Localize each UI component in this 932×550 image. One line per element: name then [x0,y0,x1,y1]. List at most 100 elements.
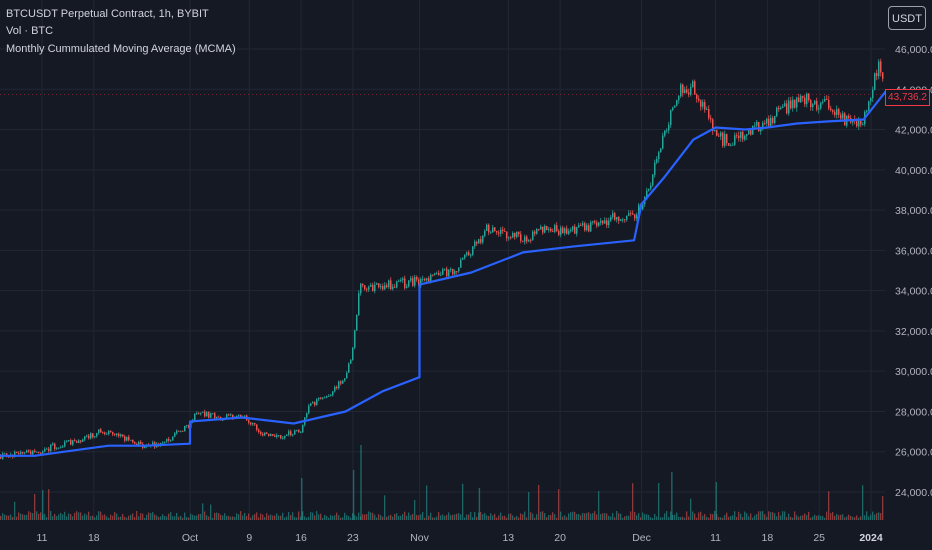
candle-body [374,284,376,292]
volume-bar [464,517,466,520]
volume-bar [148,512,150,520]
currency-button[interactable]: USDT [888,6,926,30]
candle-body [80,440,82,442]
x-tick-label: 11 [710,532,721,544]
volume-bar [12,517,14,520]
volume-bar [518,517,520,520]
candle-body [590,222,592,232]
volume-bar [338,515,340,520]
volume-bar [320,513,322,520]
candle-body [50,444,52,451]
candle-body [168,438,170,441]
volume-bar [382,516,384,520]
volume-bar [64,511,66,520]
volume-bar [38,513,40,520]
volume-bar [674,514,676,520]
candle-body [800,96,802,103]
candle-body [338,381,340,389]
volume-bar [480,511,482,520]
volume-bar [696,517,698,520]
volume-bar [250,517,252,520]
volume-legend[interactable]: Vol · BTC [6,25,54,37]
volume-bar [214,512,216,520]
volume-bar [476,516,478,520]
candle-body [618,217,620,221]
volume-bar [850,515,852,520]
candle-body [82,439,84,442]
candle-body [456,271,458,272]
candle-body [176,430,178,434]
candle-body [728,143,730,146]
volume-bar [112,515,114,520]
candle-body [540,226,542,230]
candle-body [248,420,250,423]
volume-bar [400,515,402,520]
volume-bar [514,517,516,520]
candle-body [376,283,378,285]
candle-body [132,439,134,443]
candle-body [416,276,418,280]
y-tick-label: 36,000.0 [895,245,932,257]
volume-bar [254,514,256,520]
volume-bar [392,516,394,520]
candle-body [300,432,302,434]
volume-bar [68,513,70,520]
candle-body [344,378,346,381]
candle-body [454,271,456,275]
candle-body [310,403,312,406]
candle-body [342,380,344,384]
candle-body [316,399,318,405]
volume-bar [678,516,680,520]
volume-bar [328,517,330,520]
volume-bar [190,513,192,520]
candle-body [584,223,586,231]
volume-bar [86,514,88,520]
volume-bar [852,516,854,520]
candle-body [18,452,20,454]
volume-bar [92,515,94,520]
volume-bar [90,516,92,520]
volume-bar [58,514,60,520]
mcma-series-line [0,90,887,457]
candle-body [350,359,352,364]
candle-body [520,234,522,241]
volume-bar [222,515,224,520]
volume-bar [772,512,774,520]
volume-bar [196,515,198,520]
indicator-legend[interactable]: Monthly Cummulated Moving Average (MCMA) [6,43,236,55]
volume-bar [848,514,850,520]
y-tick-label: 26,000.0 [895,447,932,459]
candle-body [776,107,778,117]
candle-body [292,434,294,436]
volume-bar [570,512,572,520]
volume-bar [66,516,68,520]
volume-bar [832,511,834,520]
symbol-legend[interactable]: BTCUSDT Perpetual Contract, 1h, BYBIT [6,8,209,20]
volume-bar [274,515,276,520]
volume-bar [22,514,24,520]
candle-body [264,432,266,436]
volume-spike [352,470,355,520]
volume-bar [332,515,334,520]
volume-bar [246,516,248,520]
candle-body [138,441,140,447]
y-tick-label: 24,000.0 [895,487,932,499]
candle-body [500,229,502,234]
candle-body [544,226,546,233]
candle-body [806,93,808,105]
candle-body [790,100,792,109]
volume-bar [4,514,6,520]
volume-bar [398,515,400,520]
candle-body [434,273,436,275]
candle-body [724,134,726,146]
candle-body [592,221,594,223]
volume-bar [794,511,796,520]
volume-bar [264,517,266,520]
candle-body [38,451,40,453]
candle-body [48,448,50,451]
candle-body [104,432,106,435]
candle-body [510,237,512,239]
volume-bar [156,515,158,520]
candle-body [52,443,54,445]
